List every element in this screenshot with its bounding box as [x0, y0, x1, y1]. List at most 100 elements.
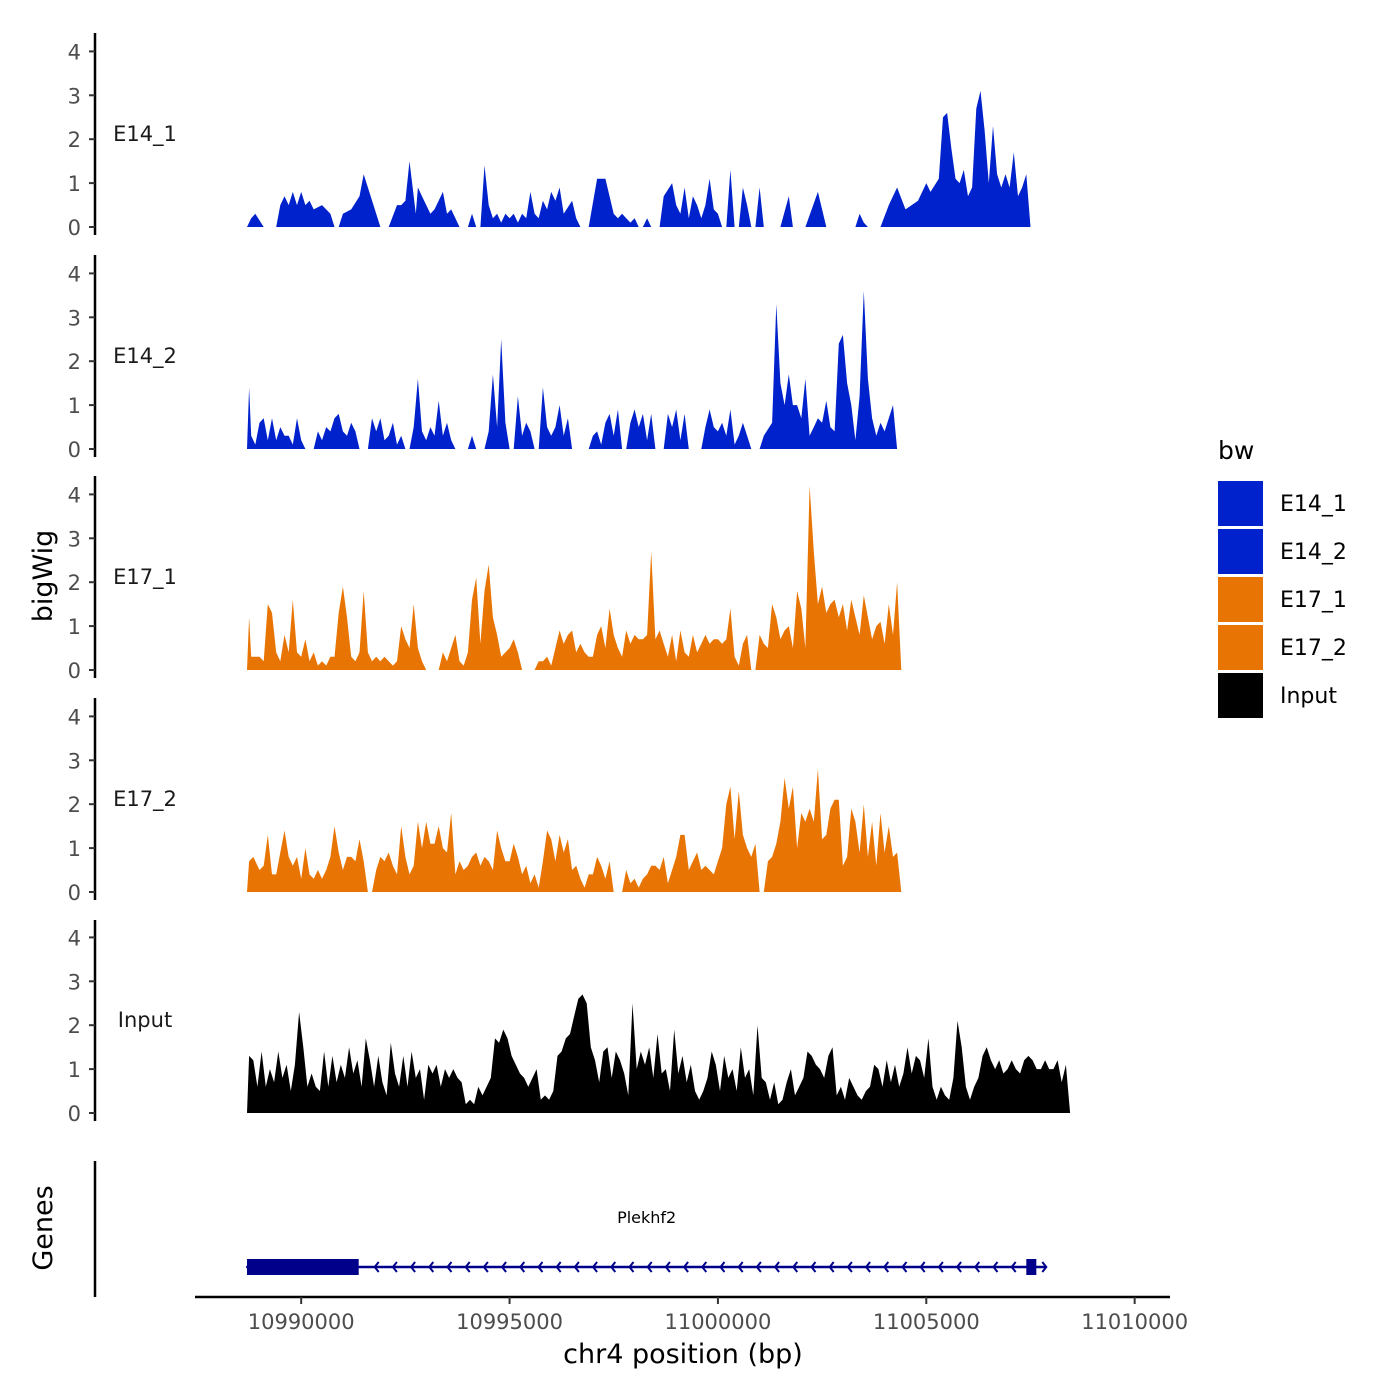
strand-arrow [664, 1261, 671, 1273]
x-tick-label: 10990000 [248, 1310, 355, 1334]
signal-area-e14_2-3 [409, 378, 456, 449]
strand-arrow [446, 1261, 453, 1273]
strand-arrow [846, 1261, 853, 1273]
strand-arrow [409, 1261, 416, 1273]
legend: bw E14_1 E14_2 E17_1 E17_2 Input [1218, 436, 1347, 718]
signal-area-e14_2-2 [367, 418, 406, 449]
strand-arrow [737, 1261, 744, 1273]
track-label: E14_2 [113, 344, 177, 369]
y-axis-title-bigwig: bigWig [28, 530, 59, 623]
y-tick-label: 1 [68, 172, 81, 196]
signal-area-e14_2-8 [588, 409, 623, 449]
signal-area-e14_2-11 [701, 409, 752, 449]
y-tick-label: 0 [68, 1102, 81, 1126]
strand-arrow [773, 1261, 780, 1273]
signal-area-e17_2-1 [372, 813, 614, 892]
strand-arrow [482, 1261, 489, 1273]
signal-area-e14_1-4 [467, 213, 477, 227]
signal-area-e17_2-0 [247, 826, 368, 892]
signal-area-e14_1-11 [755, 187, 764, 227]
signal-area-e17_1-2 [534, 551, 752, 670]
y-tick-label: 0 [68, 881, 81, 905]
y-tick-label: 4 [68, 705, 81, 729]
strand-arrow [864, 1261, 871, 1273]
y-tick-label: 4 [68, 262, 81, 286]
signal-area-e14_2-4 [467, 435, 477, 449]
signal-area-e14_1-7 [642, 218, 652, 227]
y-tick-label: 1 [68, 394, 81, 418]
signal-area-e14_2-6 [513, 396, 535, 449]
track-label: E17_1 [113, 565, 177, 590]
strand-arrow [883, 1261, 890, 1273]
strand-arrow [992, 1261, 999, 1273]
signal-area-e17_1-1 [438, 564, 523, 670]
track-label: E17_2 [113, 787, 177, 812]
gene-name-label: Plekhf2 [617, 1208, 676, 1227]
track-e14_1: 0 1 2 3 4 E14_1 [68, 33, 1031, 240]
legend-item-e14_2: E14_2 [1218, 529, 1347, 574]
y-tick-label: 1 [68, 615, 81, 639]
x-tick-label: 10995000 [456, 1310, 563, 1334]
y-tick-label: 0 [68, 216, 81, 240]
strand-arrow [591, 1261, 598, 1273]
signal-area-e14_1-14 [855, 213, 868, 227]
y-tick-label: 4 [68, 40, 81, 64]
y-tick-label: 1 [68, 1058, 81, 1082]
strand-arrow [955, 1261, 962, 1273]
legend-swatch [1218, 529, 1263, 574]
signal-area-e17_1-3 [755, 485, 902, 670]
legend-item-e14_1: E14_1 [1218, 481, 1347, 526]
y-tick-label: 4 [68, 926, 81, 950]
x-tick-label: 11010000 [1081, 1310, 1188, 1334]
signal-area-e14_2-5 [484, 339, 510, 449]
y-tick-label: 0 [68, 659, 81, 683]
signal-area-e14_1-1 [276, 191, 335, 227]
track-input: 0 1 2 3 4 Input [68, 920, 1071, 1126]
strand-arrow [373, 1261, 380, 1273]
x-tick-label: 11005000 [873, 1310, 980, 1334]
y-tick-label: 2 [68, 571, 81, 595]
track-e14_2: 0 1 2 3 4 E14_2 [68, 255, 898, 462]
legend-item-e17_2: E17_2 [1218, 625, 1347, 670]
strand-arrow [464, 1261, 471, 1273]
strand-arrow [901, 1261, 908, 1273]
signal-area-e14_2-12 [759, 291, 898, 449]
signal-area-e14_2-9 [626, 409, 656, 449]
track-label: E14_1 [113, 122, 177, 147]
strand-arrow [646, 1261, 653, 1273]
signal-area-e14_1-9 [726, 169, 735, 227]
strand-arrow [682, 1261, 689, 1273]
y-tick-label: 4 [68, 483, 81, 507]
legend-swatch [1218, 481, 1263, 526]
signal-area-e14_1-10 [738, 187, 752, 227]
gene-track: Plekhf2 [93, 1161, 1048, 1297]
strand-arrow [573, 1261, 580, 1273]
strand-arrow [519, 1261, 526, 1273]
y-tick-label: 3 [68, 749, 81, 773]
strand-arrow [755, 1261, 762, 1273]
signal-area-e14_1-6 [588, 178, 639, 227]
signal-area-e17_1-0 [247, 586, 427, 670]
strand-arrow [628, 1261, 635, 1273]
signal-area-e17_2-3 [763, 769, 902, 892]
track-label: Input [118, 1008, 172, 1032]
legend-label: Input [1280, 684, 1337, 709]
strand-arrow [828, 1261, 835, 1273]
strand-arrow [937, 1261, 944, 1273]
track-e17_1: 0 1 2 3 4 E17_1 [68, 476, 902, 683]
signal-area-e14_2-1 [313, 413, 360, 449]
signal-tracks: 0 1 2 3 4 E14_1 0 1 2 3 4 E14_2 0 1 2 3 4 E17_1 0 1 2 3 4 E17_2… [68, 33, 1071, 1126]
y-tick-label: 3 [68, 970, 81, 994]
signal-area-e14_1-12 [780, 196, 793, 227]
x-axis: 10990000 10995000 11000000 11005000 11010000 [195, 1295, 1188, 1334]
strand-arrow [792, 1261, 799, 1273]
strand-arrow [555, 1261, 562, 1273]
signal-area-e17_2-2 [622, 786, 760, 892]
strand-arrow [537, 1261, 544, 1273]
gene-exon [247, 1259, 359, 1275]
gene-exon [1026, 1259, 1037, 1275]
signal-area-e14_1-3 [388, 161, 460, 227]
legend-label: E17_1 [1280, 588, 1347, 613]
legend-item-input: Input [1218, 673, 1337, 718]
